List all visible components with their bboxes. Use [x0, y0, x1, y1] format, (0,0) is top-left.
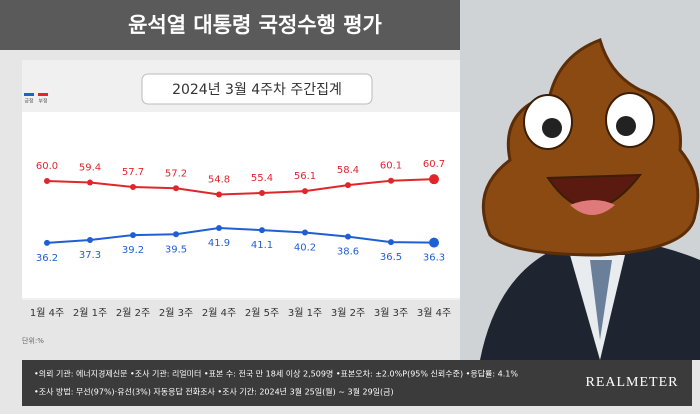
data-point — [87, 179, 93, 186]
footer-note: •조사 방법: 무선(97%)·유선(3%) 자동응답 전화조사 •조사 기간:… — [34, 387, 394, 397]
x-tick-label: 2월 1주 — [73, 307, 107, 319]
data-label: 56.1 — [294, 171, 316, 182]
data-label: 36.3 — [423, 253, 445, 264]
data-label: 39.5 — [165, 244, 187, 255]
data-label: 60.1 — [380, 161, 402, 172]
data-label: 57.2 — [165, 168, 187, 179]
data-label: 40.2 — [294, 242, 316, 253]
data-point — [216, 225, 222, 232]
data-label: 54.8 — [208, 175, 230, 186]
x-tick-label: 3월 4주 — [417, 307, 451, 319]
data-point — [302, 188, 308, 195]
data-point — [87, 237, 93, 244]
data-point — [302, 229, 308, 236]
data-point — [345, 233, 351, 240]
legend-label: 부정 — [38, 98, 47, 105]
photo-tie — [590, 260, 612, 340]
footer-note: •의뢰 기관: 에너지경제신문 •조사 기관: 리얼미터 •표본 수: 전국 만… — [34, 369, 518, 379]
data-label: 39.2 — [122, 245, 144, 256]
x-tick-label: 3월 3주 — [374, 307, 408, 319]
data-point — [173, 231, 179, 238]
x-tick-label: 2월 2주 — [116, 307, 150, 319]
unit-label: 단위:% — [22, 336, 44, 345]
plot-area — [22, 112, 462, 298]
footer-box — [22, 360, 692, 406]
data-label: 57.7 — [122, 167, 144, 178]
x-tick-label: 2월 3주 — [159, 307, 193, 319]
data-point — [388, 177, 394, 184]
subtitle-box — [141, 73, 373, 105]
data-point — [259, 227, 265, 234]
legend-swatch — [38, 93, 48, 96]
data-label: 37.3 — [79, 250, 101, 261]
x-tick-label: 3월 1주 — [288, 307, 322, 319]
data-point — [44, 178, 50, 184]
x-tick-label: 3월 2주 — [331, 307, 365, 319]
emoji-pupil — [616, 116, 636, 136]
data-point — [216, 191, 222, 198]
data-point — [130, 232, 136, 239]
data-label: 55.4 — [251, 173, 273, 184]
data-label: 60.7 — [423, 159, 445, 170]
data-point — [388, 239, 394, 246]
data-point — [130, 183, 136, 190]
data-label: 41.1 — [251, 240, 273, 251]
x-tick-label: 2월 5주 — [245, 307, 279, 319]
data-point — [345, 182, 351, 189]
x-tick-label: 1월 4주 — [30, 307, 64, 319]
data-point — [44, 239, 50, 246]
chart-subtitle: 2024년 3월 4주차 주간집계 — [172, 82, 342, 98]
data-point — [429, 174, 439, 185]
data-label: 36.5 — [380, 252, 402, 263]
data-label: 59.4 — [79, 163, 101, 174]
chart-title: 윤석열 대통령 국정수행 평가 — [128, 13, 382, 37]
emoji-tongue — [570, 200, 615, 215]
header-bar — [0, 0, 510, 50]
data-label: 58.4 — [337, 165, 359, 176]
legend-label: 긍정 — [24, 98, 33, 105]
data-label: 38.6 — [337, 247, 359, 258]
source-logo: REALMETER — [586, 375, 679, 390]
series-line — [46, 178, 435, 196]
data-label: 41.9 — [208, 238, 230, 249]
emoji-pupil — [542, 118, 562, 138]
emoji-body — [481, 38, 700, 257]
x-tick-label: 2월 4주 — [202, 307, 236, 319]
legend-swatch — [24, 93, 34, 96]
data-point — [173, 185, 179, 192]
data-label: 60.0 — [36, 161, 58, 172]
series-line — [46, 227, 435, 244]
data-point — [259, 189, 265, 196]
data-point — [429, 237, 439, 248]
data-label: 36.2 — [36, 253, 58, 264]
